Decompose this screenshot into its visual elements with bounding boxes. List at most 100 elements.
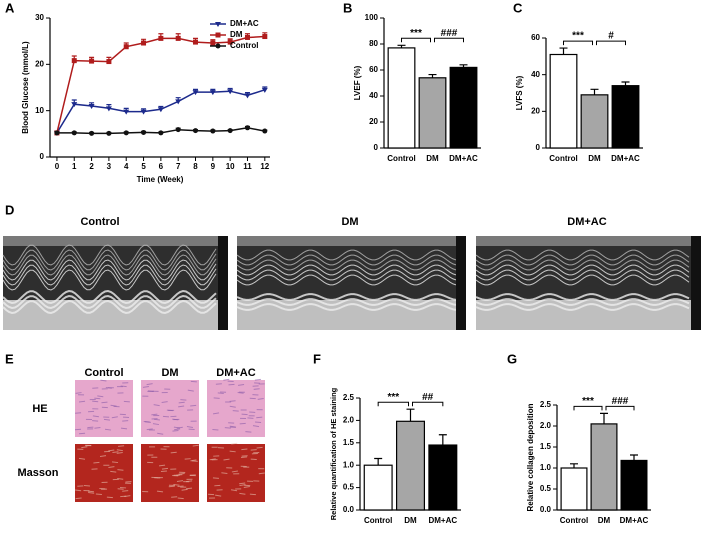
histology-fiber: [111, 461, 119, 464]
histology-fiber: [92, 400, 99, 403]
echo-trace: [2, 294, 217, 310]
error-bar: [590, 88, 599, 95]
y-tick-label: 0: [536, 143, 541, 152]
significance-bracket: [573, 405, 603, 411]
echo-trace: [475, 274, 690, 286]
histology-image: [75, 380, 133, 437]
x-tick-label: Control: [549, 154, 577, 163]
histology-fiber: [158, 464, 166, 467]
significance-bracket: [596, 40, 626, 46]
error-bar: [570, 463, 578, 468]
bar: [620, 459, 648, 511]
row-title: HE: [32, 403, 47, 415]
histology-fiber: [92, 420, 99, 422]
histology-fiber: [120, 427, 128, 430]
x-tick-label: 0: [55, 162, 60, 171]
histology-fiber: [112, 451, 119, 453]
histology-fiber: [258, 472, 265, 475]
y-tick-label: 40: [369, 91, 378, 100]
histology-fiber: [78, 400, 86, 403]
marker: [157, 107, 164, 113]
histology-fiber: [186, 426, 194, 428]
histology-fiber: [231, 442, 238, 445]
y-tick-label: 20: [35, 59, 44, 68]
bar: [560, 467, 588, 511]
histology-fiber: [142, 386, 149, 388]
y-tick-label: 60: [531, 33, 540, 42]
echo-trace: [236, 259, 457, 271]
y-tick-label: 2.0: [343, 416, 355, 425]
significance-bracket: [563, 40, 593, 46]
y-tick-label: 20: [369, 117, 378, 126]
legend-marker: [215, 32, 221, 38]
marker: [123, 109, 130, 115]
echo-bright: [3, 300, 218, 330]
y-axis-label: LVFS (%): [515, 75, 524, 110]
y-tick-label: 0: [40, 152, 45, 161]
bar: [580, 94, 609, 149]
x-tick-label: 8: [193, 162, 198, 171]
histology-fiber: [187, 389, 194, 392]
histology-fiber: [243, 486, 250, 488]
marker: [105, 106, 112, 112]
echo-trace: [236, 254, 457, 266]
y-tick-label: 30: [35, 13, 44, 22]
bar: [418, 77, 447, 149]
marker: [193, 39, 199, 45]
x-tick-label: 6: [159, 162, 164, 171]
column-title: Control: [84, 367, 123, 379]
histology-image: [75, 444, 133, 502]
column-title: DM: [161, 367, 178, 379]
marker: [123, 44, 129, 50]
histology-fiber: [117, 469, 124, 471]
y-axis-label: Blood Glucose (mmol/L): [21, 41, 30, 134]
marker: [158, 130, 164, 136]
bar: [449, 66, 478, 149]
error-bar: [406, 408, 415, 422]
echo-scale: [218, 236, 228, 330]
error-bar: [428, 73, 437, 78]
histology-fiber: [228, 383, 235, 386]
marker: [262, 128, 268, 134]
histology-fiber: [256, 416, 263, 419]
histology-fiber: [105, 386, 112, 389]
histology-image: [207, 380, 265, 437]
marker: [54, 130, 60, 136]
echo-trace: [236, 298, 457, 306]
histology-fiber: [100, 379, 107, 382]
histology-fiber: [221, 472, 228, 474]
y-tick-label: 10: [35, 106, 44, 115]
histology-fiber: [122, 490, 129, 492]
echo-trace: [236, 264, 457, 276]
histology-fiber: [75, 489, 82, 492]
echo-trace: [2, 264, 217, 286]
marker: [227, 39, 233, 45]
y-tick-label: 0: [374, 143, 379, 152]
y-tick-label: 0.0: [540, 505, 552, 514]
histology-fiber: [173, 426, 180, 429]
marker: [244, 125, 250, 131]
marker: [175, 99, 182, 105]
error-bar: [374, 457, 383, 466]
x-tick-label: 3: [107, 162, 112, 171]
marker: [192, 90, 199, 96]
histology-image: [141, 444, 199, 502]
y-tick-label: 1.0: [343, 460, 355, 469]
histology-fiber: [237, 384, 245, 386]
x-tick-label: DM+AC: [611, 154, 640, 163]
histology-fiber: [229, 405, 236, 408]
error-bar: [397, 44, 406, 48]
significance-label: ###: [612, 396, 629, 407]
x-tick-label: 10: [226, 162, 235, 171]
histology-fiber: [241, 448, 248, 451]
histology-fiber: [255, 421, 262, 424]
error-bar: [559, 47, 568, 55]
histology-fiber: [192, 444, 199, 447]
x-tick-label: 7: [176, 162, 181, 171]
y-tick-label: 0.0: [343, 505, 355, 514]
series-line: [56, 35, 265, 134]
panel-letter: D: [5, 202, 14, 217]
marker: [106, 59, 112, 65]
bar: [428, 444, 458, 511]
